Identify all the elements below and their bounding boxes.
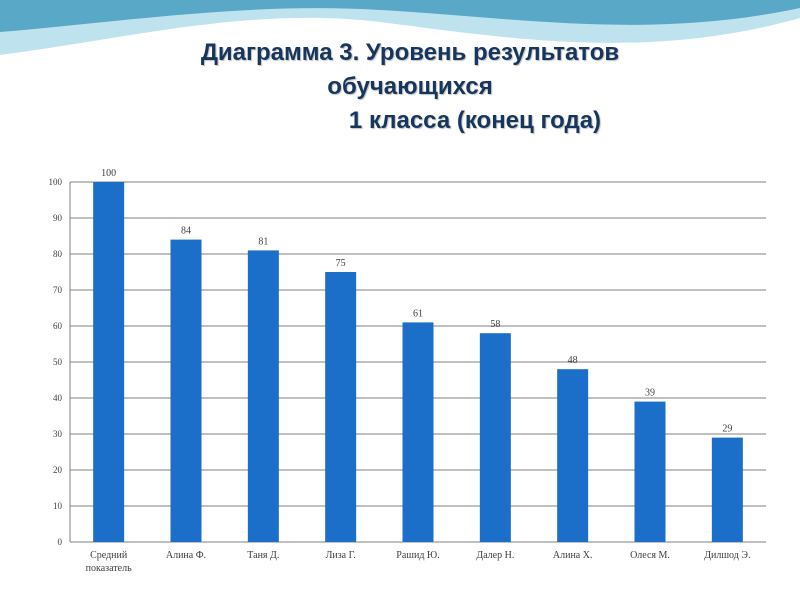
bar [479, 333, 511, 542]
x-tick-label: Лиза Г. [326, 550, 356, 561]
y-tick-label: 90 [53, 213, 63, 223]
y-tick-label: 50 [53, 357, 63, 367]
bar [93, 182, 125, 542]
x-tick-label: Рашид Ю. [396, 550, 439, 561]
y-tick-label: 0 [58, 537, 63, 547]
bar-chart: 0 10 20 30 40 50 60 70 80 90 100 100 Средний показате… [49, 168, 766, 574]
bar [711, 437, 743, 542]
data-label: 100 [101, 168, 116, 179]
header-wave-decoration [0, 0, 800, 55]
bar [325, 272, 357, 542]
bar [557, 369, 589, 542]
data-label: 58 [490, 319, 500, 330]
x-tick-label: показатель [86, 563, 132, 574]
data-label: 75 [336, 258, 346, 269]
x-tick-label: Алина Ф. [166, 550, 206, 561]
title-line-3: 1 класса (конец года) [348, 107, 602, 134]
y-tick-label: 100 [49, 177, 63, 187]
bar [634, 401, 666, 542]
x-tick-label: Алина Х. [553, 550, 593, 561]
data-label: 61 [413, 308, 423, 319]
x-tick-label: Таня Д. [247, 550, 279, 561]
bar [402, 322, 434, 542]
bar [247, 250, 279, 542]
y-tick-label: 10 [53, 501, 63, 511]
data-label: 29 [722, 424, 732, 435]
x-tick-label: Олеся М. [630, 550, 670, 561]
x-tick-label: Средний [90, 550, 128, 561]
data-label: 48 [568, 355, 578, 366]
x-tick-label: Далер Н. [476, 550, 514, 561]
data-label: 81 [258, 236, 268, 247]
title-line-2: обучающихся [327, 73, 493, 100]
y-tick-label: 20 [53, 465, 63, 475]
data-label: 39 [645, 388, 655, 399]
y-tick-label: 60 [53, 321, 63, 331]
y-tick-label: 30 [53, 429, 63, 439]
slide-title: Диаграмма 3. Уровень результатов обучающ… [60, 36, 760, 138]
data-label: 84 [181, 226, 191, 237]
y-tick-label: 80 [53, 249, 63, 259]
bar [170, 239, 202, 542]
title-line-1: Диаграмма 3. Уровень результатов [200, 39, 620, 66]
x-tick-label: Дилшод Э. [704, 550, 750, 561]
y-tick-label: 70 [53, 285, 63, 295]
y-tick-label: 40 [53, 393, 63, 403]
